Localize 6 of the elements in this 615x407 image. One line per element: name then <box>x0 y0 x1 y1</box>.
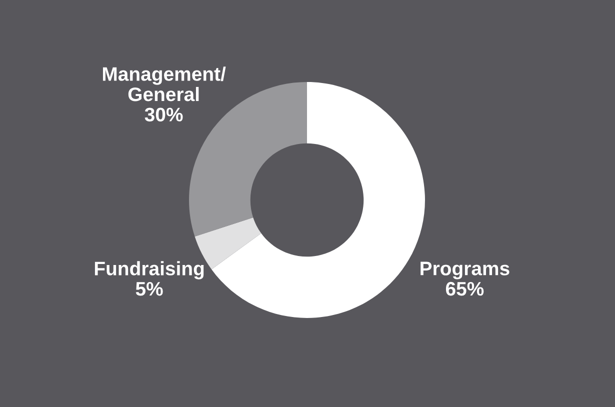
data-label: 5% <box>136 282 163 296</box>
slice-label: Programs <box>420 262 510 280</box>
data-label: 65% <box>446 282 484 296</box>
data-label: 30% <box>144 108 183 122</box>
slice-label: Fundraising <box>94 261 204 280</box>
slice-label: Management/ General <box>102 66 226 102</box>
